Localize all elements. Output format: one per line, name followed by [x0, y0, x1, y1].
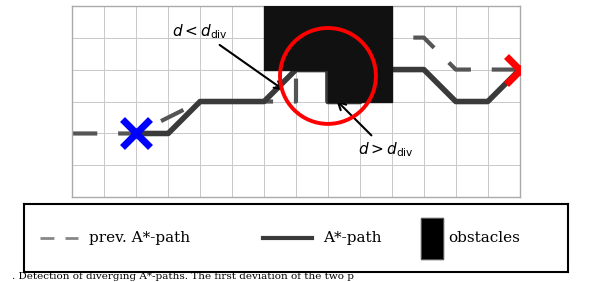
Text: A*-path: A*-path: [323, 231, 382, 245]
Bar: [328, 70, 392, 102]
Text: $d > d_{\mathrm{div}}$: $d > d_{\mathrm{div}}$: [338, 102, 413, 159]
Bar: [264, 6, 392, 70]
Text: . Detection of diverging A*-paths. The first deviation of the two p: . Detection of diverging A*-paths. The f…: [12, 272, 354, 281]
Bar: [422, 218, 443, 259]
Text: prev. A*-path: prev. A*-path: [89, 231, 190, 245]
Text: $d < d_{\mathrm{div}}$: $d < d_{\mathrm{div}}$: [172, 22, 282, 89]
Text: obstacles: obstacles: [449, 231, 520, 245]
Bar: [422, 218, 443, 259]
